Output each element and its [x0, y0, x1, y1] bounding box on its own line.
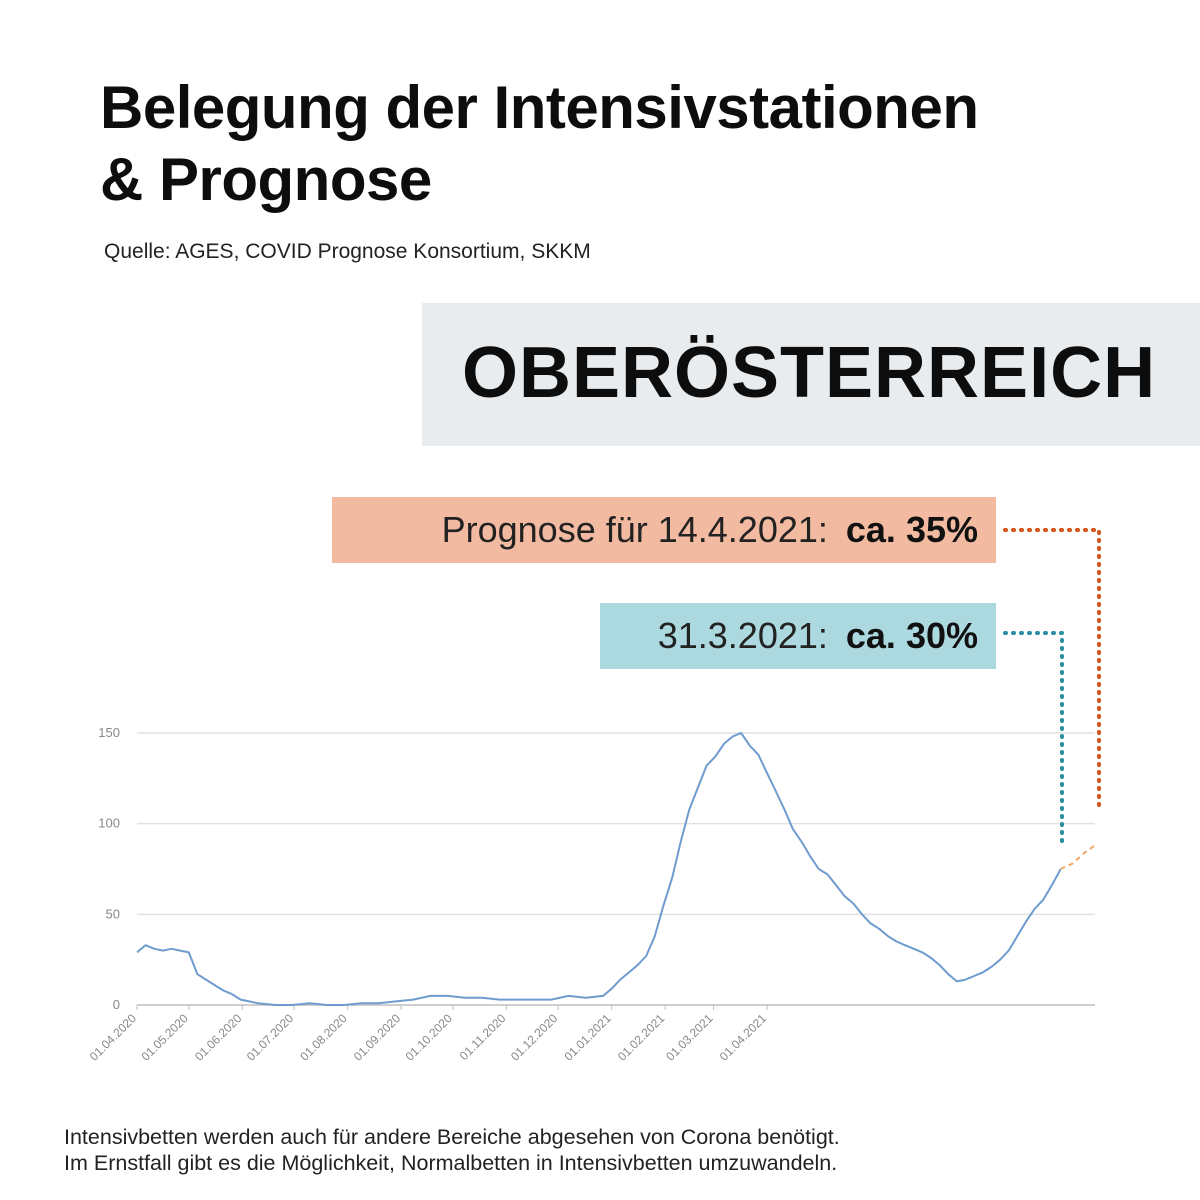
title-line-1: Belegung der Intensivstationen	[100, 74, 979, 141]
region-banner	[422, 303, 1200, 446]
x-tick-label: 01.01.2021	[561, 1011, 614, 1064]
current-leader-line	[1003, 631, 1064, 844]
y-tick-label: 100	[98, 816, 120, 831]
y-tick-label: 150	[98, 725, 120, 740]
x-tick-label: 01.08.2020	[297, 1011, 350, 1064]
x-tick-label: 01.06.2020	[192, 1011, 245, 1064]
y-tick-label: 50	[106, 906, 120, 921]
current-label: 31.3.2021:	[657, 615, 828, 656]
footnote-line-2: Im Ernstfall gibt es die Möglichkeit, No…	[64, 1151, 838, 1175]
title-line-2: & Prognose	[100, 146, 432, 213]
x-tick-label: 01.09.2020	[351, 1011, 404, 1064]
region-name: OBERÖSTERREICH	[462, 333, 1157, 413]
x-tick-label: 01.02.2021	[615, 1011, 668, 1064]
current-callout: 31.3.2021: ca. 30%	[600, 603, 996, 669]
source-note: Quelle: AGES, COVID Prognose Konsortium,…	[104, 240, 591, 263]
x-tick-label: 01.12.2020	[508, 1011, 561, 1064]
series-line-forecast	[1060, 844, 1096, 870]
footnote-line-1: Intensivbetten werden auch für andere Be…	[64, 1125, 840, 1149]
x-tick-label: 01.04.2020	[87, 1011, 140, 1064]
series-line-icu	[136, 732, 1062, 1006]
prognose-callout: Prognose für 14.4.2021: ca. 35%	[332, 497, 996, 563]
prognose-leader-line	[1003, 528, 1101, 807]
x-tick-label: 01.10.2020	[403, 1011, 456, 1064]
current-value: ca. 30%	[845, 615, 978, 656]
page-title: Belegung der Intensivstationen & Prognos…	[100, 72, 1100, 216]
y-tick-label: 0	[113, 997, 120, 1012]
x-tick-label: 01.07.2020	[244, 1011, 297, 1064]
prognose-label: Prognose für 14.4.2021:	[441, 509, 828, 550]
x-tick-label: 01.05.2020	[139, 1011, 192, 1064]
footnote: Intensivbetten werden auch für andere Be…	[64, 1124, 840, 1176]
x-tick-label: 01.04.2021	[717, 1011, 770, 1064]
prognose-value: ca. 35%	[845, 509, 978, 550]
x-tick-label: 01.03.2021	[663, 1011, 716, 1064]
x-tick-label: 01.11.2020	[457, 1011, 509, 1063]
